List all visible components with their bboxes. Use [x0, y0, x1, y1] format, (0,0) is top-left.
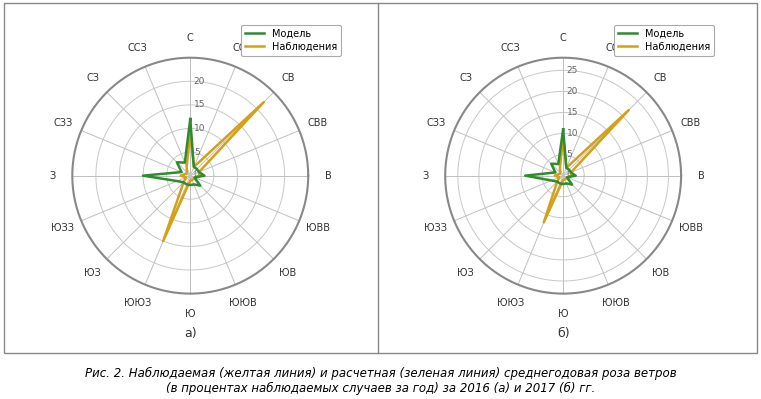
Text: В: В: [698, 171, 705, 181]
Text: ЮВВ: ЮВВ: [679, 223, 702, 233]
Text: ССВ: ССВ: [233, 43, 253, 53]
Text: 5: 5: [567, 150, 572, 159]
Text: ЮЮЗ: ЮЮЗ: [124, 298, 151, 308]
Text: ЮВ: ЮВ: [652, 268, 670, 278]
Text: 0: 0: [567, 170, 572, 179]
Legend: Модель, Наблюдения: Модель, Наблюдения: [613, 25, 714, 55]
Text: СЗ: СЗ: [86, 73, 99, 83]
Text: 20: 20: [194, 77, 205, 86]
Text: ЮЮЗ: ЮЮЗ: [497, 298, 524, 308]
Text: 15: 15: [194, 101, 205, 109]
Text: ЮЗЗ: ЮЗЗ: [424, 223, 447, 233]
Text: С: С: [560, 33, 566, 43]
Text: СВ: СВ: [654, 73, 667, 83]
Text: ЮЗЗ: ЮЗЗ: [51, 223, 75, 233]
Text: Ю: Ю: [558, 309, 568, 319]
Text: С: С: [187, 33, 193, 43]
Text: ССВ: ССВ: [606, 43, 626, 53]
Text: СВВ: СВВ: [680, 118, 701, 128]
Text: СВ: СВ: [281, 73, 295, 83]
Text: ЮЮВ: ЮЮВ: [229, 298, 257, 308]
Text: 5: 5: [194, 148, 199, 156]
Text: Ю: Ю: [185, 309, 196, 319]
Text: б): б): [557, 327, 569, 340]
Text: З: З: [422, 171, 428, 181]
Text: ЮЮВ: ЮЮВ: [602, 298, 630, 308]
Bar: [4, 3, 757, 353]
Text: ЮВ: ЮВ: [279, 268, 297, 278]
Text: Рис. 2. Наблюдаемая (желтая линия) и расчетная (зеленая линия) среднегодовая роз: Рис. 2. Наблюдаемая (желтая линия) и рас…: [84, 367, 677, 395]
Text: ЮЗ: ЮЗ: [457, 268, 474, 278]
Text: 10: 10: [194, 124, 205, 133]
Text: 10: 10: [567, 129, 578, 138]
Text: СЗ: СЗ: [459, 73, 472, 83]
Text: ЮЗ: ЮЗ: [84, 268, 101, 278]
Text: ССЗ: ССЗ: [501, 43, 521, 53]
Text: ССЗ: ССЗ: [128, 43, 148, 53]
Text: СЗЗ: СЗЗ: [426, 118, 445, 128]
Text: З: З: [49, 171, 56, 181]
Text: 15: 15: [567, 108, 578, 117]
Text: 20: 20: [567, 87, 578, 96]
Legend: Модель, Наблюдения: Модель, Наблюдения: [240, 25, 341, 55]
Text: В: В: [325, 171, 332, 181]
Text: 0: 0: [194, 170, 199, 179]
Text: СВВ: СВВ: [307, 118, 328, 128]
Text: СЗЗ: СЗЗ: [53, 118, 72, 128]
Text: ЮВВ: ЮВВ: [306, 223, 330, 233]
Text: а): а): [184, 327, 196, 340]
Text: 25: 25: [567, 66, 578, 75]
